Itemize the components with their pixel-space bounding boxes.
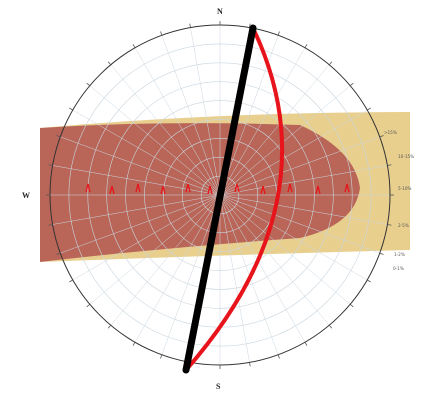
north-label: N (217, 7, 223, 16)
azimuth-tick (304, 342, 308, 346)
azimuth-tick (189, 23, 191, 28)
azimuth-tick (160, 354, 163, 359)
azimuth-tick (48, 224, 53, 226)
great-circle-red (184, 27, 285, 372)
azimuth-tick (304, 44, 308, 48)
azimuth-tick (249, 362, 251, 367)
azimuth-tick (387, 224, 392, 226)
pole-marker (135, 183, 141, 193)
azimuth-tick (69, 107, 73, 111)
azimuth-tick (367, 279, 371, 283)
azimuth-tick (349, 303, 354, 308)
pole-marker (160, 185, 166, 195)
azimuth-tick (328, 61, 333, 66)
azimuth-tick (86, 303, 91, 308)
azimuth-tick (367, 107, 371, 111)
azimuth-tick (69, 279, 73, 283)
azimuth-tick (48, 164, 53, 166)
azimuth-tick (56, 252, 61, 255)
pole-marker (185, 183, 191, 193)
azimuth-tick (349, 82, 354, 87)
south-label: S (216, 382, 221, 391)
pole-marker (109, 185, 115, 195)
azimuth-tick (379, 135, 384, 138)
azimuth-tick (328, 324, 333, 329)
legend-label: 2-5% (398, 223, 409, 228)
azimuth-tick (277, 31, 280, 36)
azimuth-tick (86, 82, 91, 87)
pole-marker (315, 185, 321, 195)
pole-marker (260, 185, 266, 195)
azimuth-tick (107, 324, 112, 329)
pole-marker (234, 183, 240, 193)
pole-marker (207, 185, 213, 195)
azimuth-tick (132, 44, 136, 48)
red-pole-markers (85, 183, 350, 195)
azimuth-tick (132, 342, 136, 346)
azimuth-tick (107, 61, 112, 66)
azimuth-tick (379, 252, 384, 255)
azimuth-tick-labels (46, 21, 394, 369)
legend-label: 5-10% (398, 186, 412, 191)
pole-marker (85, 183, 91, 193)
azimuth-tick (387, 164, 392, 166)
legend-label: 1-2% (394, 252, 405, 257)
azimuth-tick (277, 354, 280, 359)
west-label: W (22, 191, 30, 200)
great-circle-black (182, 24, 257, 374)
pole-marker (344, 183, 350, 193)
azimuth-tick (56, 135, 61, 138)
legend-label: 0-1% (393, 266, 404, 271)
pole-marker (287, 183, 293, 193)
legend: >15% 10-15% 5-10% 2-5% 1-2% 0-1% (384, 130, 414, 271)
legend-label: 10-15% (398, 154, 414, 159)
legend-label: >15% (384, 130, 397, 135)
azimuth-tick (249, 23, 251, 28)
azimuth-tick (160, 31, 163, 36)
